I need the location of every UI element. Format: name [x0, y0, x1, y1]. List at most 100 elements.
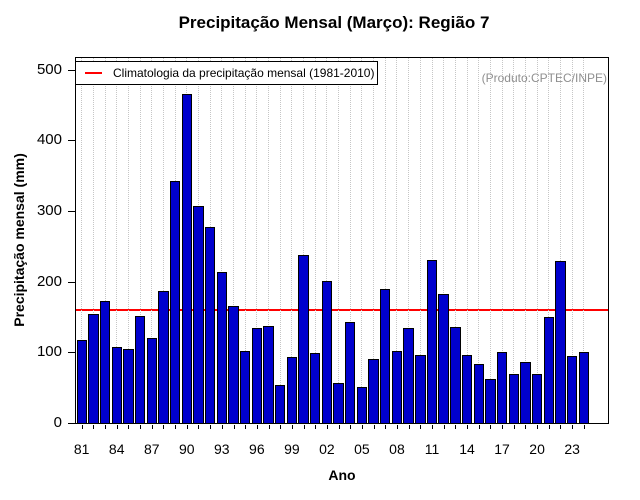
x-tick-1983	[105, 425, 107, 429]
bar-1984	[111, 347, 122, 423]
bar-2014	[461, 355, 473, 423]
x-tick-label-1990: 90	[178, 441, 195, 457]
x-tick-2021	[548, 425, 550, 429]
gridline-2007	[384, 58, 386, 423]
bar-1998	[275, 384, 286, 423]
bar-1991	[193, 206, 204, 423]
y-tick-label-200: 200	[36, 272, 62, 290]
x-tick-1987	[151, 425, 153, 429]
x-tick-1984	[116, 425, 118, 429]
gridline-1988	[162, 58, 164, 423]
gridline-2014	[466, 58, 468, 423]
gridline-2002	[326, 58, 328, 423]
x-tick-1994	[233, 425, 235, 429]
bar-1994	[228, 305, 239, 423]
bar-1986	[134, 315, 146, 423]
x-tick-label-2014: 14	[459, 441, 475, 457]
y-axis-title: Precipitação mensal (mm)	[11, 153, 27, 327]
x-tick-1982	[93, 425, 95, 429]
x-tick-2018	[513, 425, 515, 429]
legend-line-swatch	[85, 72, 102, 74]
x-tick-1997	[268, 425, 270, 429]
x-axis-title: Ano	[328, 467, 356, 483]
gridline-2011	[431, 58, 433, 423]
x-tick-2004	[350, 425, 352, 429]
gridline-1994	[233, 58, 234, 423]
x-tick-2022	[560, 425, 562, 429]
gridline-1997	[268, 58, 270, 423]
gridline-1995	[244, 58, 246, 423]
bar-1983	[99, 301, 111, 423]
x-tick-label-2011: 11	[424, 441, 440, 457]
gridline-2019	[524, 58, 526, 423]
legend-label: Climatologia da precipitação mensal (198…	[113, 66, 375, 80]
x-tick-2006	[373, 425, 375, 429]
x-tick-1991	[198, 425, 200, 429]
gridline-2021	[548, 58, 550, 423]
bar-1982	[88, 314, 99, 423]
gridline-1986	[139, 58, 141, 423]
x-tick-2009	[408, 425, 410, 429]
x-tick-label-2023: 23	[564, 441, 580, 457]
watermark-text: (Produto:CPTEC/INPE)	[481, 71, 607, 85]
bar-1988	[158, 290, 169, 423]
chart-title: Precipitação Mensal (Março): Região 7	[178, 13, 490, 32]
gridline-1983	[104, 58, 106, 423]
gridline-2018	[513, 58, 515, 423]
gridline-2009	[408, 58, 410, 423]
y-tick-0	[68, 423, 75, 424]
bar-1985	[123, 348, 134, 423]
x-tick-2023	[572, 425, 574, 429]
gridline-2023	[571, 58, 573, 423]
bar-1981	[76, 340, 87, 423]
bar-2008	[391, 350, 403, 423]
bar-2015	[473, 363, 484, 423]
x-tick-label-2005: 05	[354, 441, 370, 457]
climatology-line	[76, 309, 608, 312]
bar-1996	[251, 327, 263, 423]
x-tick-2003	[338, 425, 340, 429]
bar-2002	[321, 280, 333, 423]
bar-2001	[310, 353, 321, 423]
x-tick-1989	[175, 425, 177, 429]
x-tick-1990	[186, 425, 188, 429]
x-tick-label-1993: 93	[214, 441, 230, 457]
gridline-2005	[361, 58, 363, 423]
bar-1997	[263, 326, 274, 423]
gridline-1993	[221, 58, 223, 423]
x-tick-1988	[163, 425, 165, 429]
bar-2013	[450, 326, 461, 423]
x-tick-2020	[537, 425, 539, 429]
x-tick-label-1984: 84	[108, 441, 125, 457]
y-tick-label-0: 0	[53, 414, 62, 431]
bar-2006	[368, 359, 379, 423]
x-tick-2007	[385, 425, 387, 429]
x-tick-label-1999: 99	[284, 441, 300, 457]
bar-2024	[578, 351, 589, 423]
gridline-2000	[303, 58, 305, 423]
x-tick-label-1987: 87	[143, 441, 160, 457]
x-tick-label-2002: 02	[319, 441, 335, 457]
x-tick-1986	[140, 425, 142, 429]
x-tick-2017	[502, 425, 504, 429]
gridline-2001	[314, 58, 316, 423]
bar-2004	[345, 321, 356, 423]
gridline-2022	[559, 58, 561, 423]
bar-2007	[380, 289, 391, 423]
bar-1987	[146, 337, 157, 423]
bar-2021	[543, 317, 554, 423]
bar-1989	[169, 181, 181, 423]
x-tick-1998	[280, 425, 282, 429]
bar-2018	[508, 374, 519, 423]
x-tick-2016	[490, 425, 492, 429]
gridline-1996	[256, 58, 258, 423]
gridline-2006	[373, 58, 375, 423]
bar-2012	[438, 294, 449, 423]
x-tick-1995	[245, 425, 247, 429]
gridline-2008	[396, 58, 398, 423]
gridline-1984	[116, 58, 118, 423]
x-tick-1999	[291, 425, 293, 429]
y-tick-label-300: 300	[36, 202, 62, 220]
gridline-2024	[583, 58, 585, 423]
